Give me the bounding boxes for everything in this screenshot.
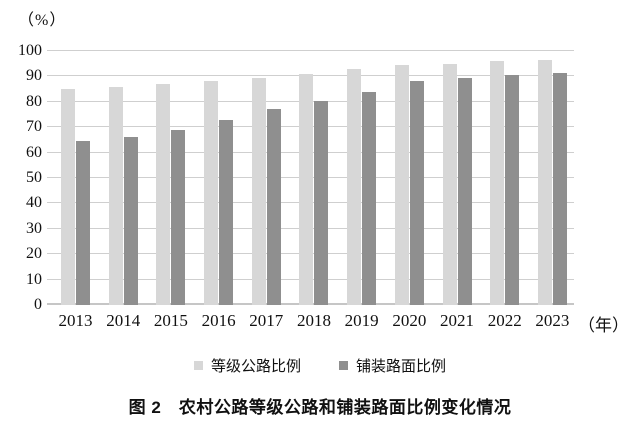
bar-series-container [47, 51, 574, 305]
bar-铺装路面比例-2023 [552, 72, 567, 305]
y-tick-label-100: 100 [18, 42, 42, 59]
y-tick-label-30: 30 [26, 219, 42, 237]
bar-铺装路面比例-2013 [76, 141, 90, 305]
bar-等级公路比例-2013 [61, 89, 75, 305]
bar-铺装路面比例-2015 [171, 129, 186, 305]
x-tick-label-2016: 2016 [201, 311, 236, 330]
legend-item-等级公路比例: 等级公路比例 [193, 355, 301, 376]
bar-铺装路面比例-2021 [457, 77, 472, 305]
x-axis-unit-label: （年） [578, 316, 629, 335]
bar-group-2016 [204, 51, 234, 305]
legend-item-铺装路面比例: 铺装路面比例 [339, 355, 446, 376]
bar-group-2015 [156, 51, 186, 305]
bar-铺装路面比例-2016 [219, 119, 234, 305]
bar-铺装路面比例-2017 [266, 109, 281, 305]
bar-group-2022 [490, 51, 520, 305]
bar-铺装路面比例-2014 [123, 137, 138, 305]
y-tick-label-80: 80 [26, 92, 42, 110]
x-tick-label-2023: 2023 [535, 311, 570, 330]
bar-group-2023 [537, 51, 567, 305]
y-tick-label-60: 60 [26, 143, 42, 161]
plot-area [47, 50, 574, 305]
x-tick-label-2021: 2021 [440, 311, 474, 330]
bar-等级公路比例-2021 [442, 63, 457, 305]
bar-等级公路比例-2016 [204, 81, 219, 305]
x-tick-label-2014: 2014 [106, 311, 141, 330]
x-tick-label-2020: 2020 [392, 311, 427, 330]
bar-等级公路比例-2020 [394, 64, 409, 305]
bar-group-2013 [61, 51, 90, 305]
bar-铺装路面比例-2019 [362, 91, 377, 305]
x-tick-label-2019: 2019 [344, 311, 379, 330]
x-tick-label-2013: 2013 [58, 311, 93, 330]
gridline-100 [47, 50, 574, 51]
bar-等级公路比例-2015 [156, 84, 171, 305]
y-tick-label-10: 10 [26, 270, 42, 288]
x-tick-label-2017: 2017 [249, 311, 284, 330]
bar-等级公路比例-2022 [490, 61, 505, 305]
legend: 等级公路比例 铺装路面比例 [0, 355, 640, 376]
y-axis-unit-label: （%） [18, 12, 67, 29]
bar-等级公路比例-2018 [299, 73, 314, 305]
bar-等级公路比例-2019 [347, 68, 362, 305]
bar-group-2014 [108, 51, 138, 305]
y-tick-label-20: 20 [26, 245, 42, 263]
x-tick-label-2022: 2022 [487, 311, 522, 330]
bar-等级公路比例-2017 [251, 77, 266, 305]
y-axis: 0 10 20 30 40 50 60 70 80 90 100 [0, 43, 42, 313]
legend-swatch-icon [339, 361, 348, 370]
bar-group-2019 [347, 51, 377, 305]
bar-等级公路比例-2023 [537, 59, 552, 305]
bar-group-2018 [299, 51, 329, 305]
y-tick-label-40: 40 [26, 194, 42, 212]
legend-label: 铺装路面比例 [356, 359, 447, 375]
y-tick-label-0: 0 [34, 296, 42, 313]
bar-group-2017 [251, 51, 281, 305]
y-tick-label-70: 70 [26, 118, 42, 136]
bar-group-2020 [394, 51, 424, 305]
y-tick-label-50: 50 [26, 169, 42, 186]
x-tick-label-2018: 2018 [296, 311, 331, 330]
bar-等级公路比例-2014 [108, 86, 123, 305]
bar-铺装路面比例-2020 [409, 81, 424, 305]
bar-铺装路面比例-2022 [505, 75, 520, 305]
y-tick-label-90: 90 [26, 67, 42, 85]
legend-label: 等级公路比例 [210, 359, 301, 375]
bar-group-2021 [442, 51, 472, 305]
bar-铺装路面比例-2018 [314, 100, 329, 305]
x-axis: 2013 2014 2015 2016 2017 2018 2019 2020 2021 2022… [47, 311, 574, 331]
legend-swatch-icon [193, 361, 203, 370]
x-tick-label-2015: 2015 [153, 311, 188, 330]
figure-caption: 图 2 农村公路等级公路和铺装路面比例变化情况 [128, 398, 512, 417]
